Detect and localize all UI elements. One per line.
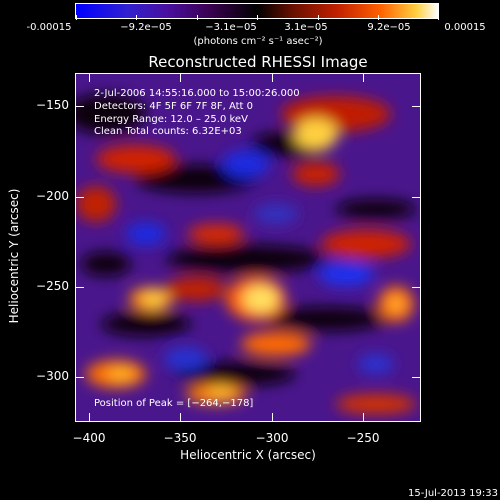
x-major-tick [89, 74, 90, 82]
x-major-tick [272, 413, 273, 421]
x-axis-label: Heliocentric X (arcsec) [180, 448, 316, 462]
x-major-tick [272, 74, 273, 82]
y-axis-label: Heliocentric Y (arcsec) [7, 188, 21, 324]
colorbar-tick-label: −9.2e−05 [120, 22, 172, 33]
x-major-tick [180, 74, 181, 82]
x-major-tick [363, 74, 364, 82]
colorbar-tick-label: 3.1e−05 [284, 22, 328, 33]
colorbar-tick [76, 15, 77, 20]
colorbar-tick-label: -0.00015 [26, 22, 72, 33]
y-major-tick [76, 377, 84, 378]
footer-timestamp: 15-Jul-2013 19:33 [407, 488, 498, 499]
rhessi-image-plot: 2-Jul-2006 14:55:16.000 to 15:00:26.000 … [75, 73, 421, 422]
y-major-tick [412, 377, 420, 378]
x-major-tick [89, 413, 90, 421]
y-major-tick [412, 197, 420, 198]
peak-position-text: Position of Peak = [−264,−178] [94, 398, 254, 409]
y-major-tick [76, 287, 84, 288]
colorbar-tick [136, 15, 137, 20]
colorbar-units: (photons cm⁻² s⁻¹ asec⁻²) [193, 36, 323, 47]
y-major-tick [412, 287, 420, 288]
clean-counts-text: Clean Total counts: 6.32E+03 [94, 126, 242, 137]
colorbar-tick [378, 15, 379, 20]
colorbar-tick-label: −3.1e−05 [205, 22, 257, 33]
colorbar-tick-label: 9.2e−05 [367, 22, 411, 33]
x-tick-label: −400 [72, 431, 106, 445]
x-major-tick [363, 413, 364, 421]
colorbar [75, 3, 439, 20]
y-major-tick [76, 197, 84, 198]
energy-range-text: Energy Range: 12.0 – 25.0 keV [94, 114, 248, 125]
y-major-tick [412, 106, 420, 107]
image-title: Reconstructed RHESSI Image [148, 53, 368, 71]
y-tick-label: −150 [36, 98, 69, 112]
x-tick-label: −300 [255, 431, 289, 445]
y-major-tick [76, 106, 84, 107]
colorbar-tick [197, 15, 198, 20]
x-tick-label: −250 [346, 431, 380, 445]
time-range-text: 2-Jul-2006 14:55:16.000 to 15:00:26.000 [94, 88, 300, 99]
colorbar-tick [257, 15, 258, 20]
x-tick-label: −350 [163, 431, 197, 445]
rhessi-heatmap [76, 74, 420, 421]
colorbar-tick [438, 15, 439, 20]
y-tick-label: −250 [36, 279, 69, 293]
colorbar-tick-label: 0.00015 [444, 22, 486, 33]
x-major-tick [180, 413, 181, 421]
y-tick-label: −300 [36, 369, 69, 383]
y-tick-label: −200 [36, 189, 69, 203]
detectors-text: Detectors: 4F 5F 6F 7F 8F, Att 0 [94, 101, 254, 112]
colorbar-tick [318, 15, 319, 20]
